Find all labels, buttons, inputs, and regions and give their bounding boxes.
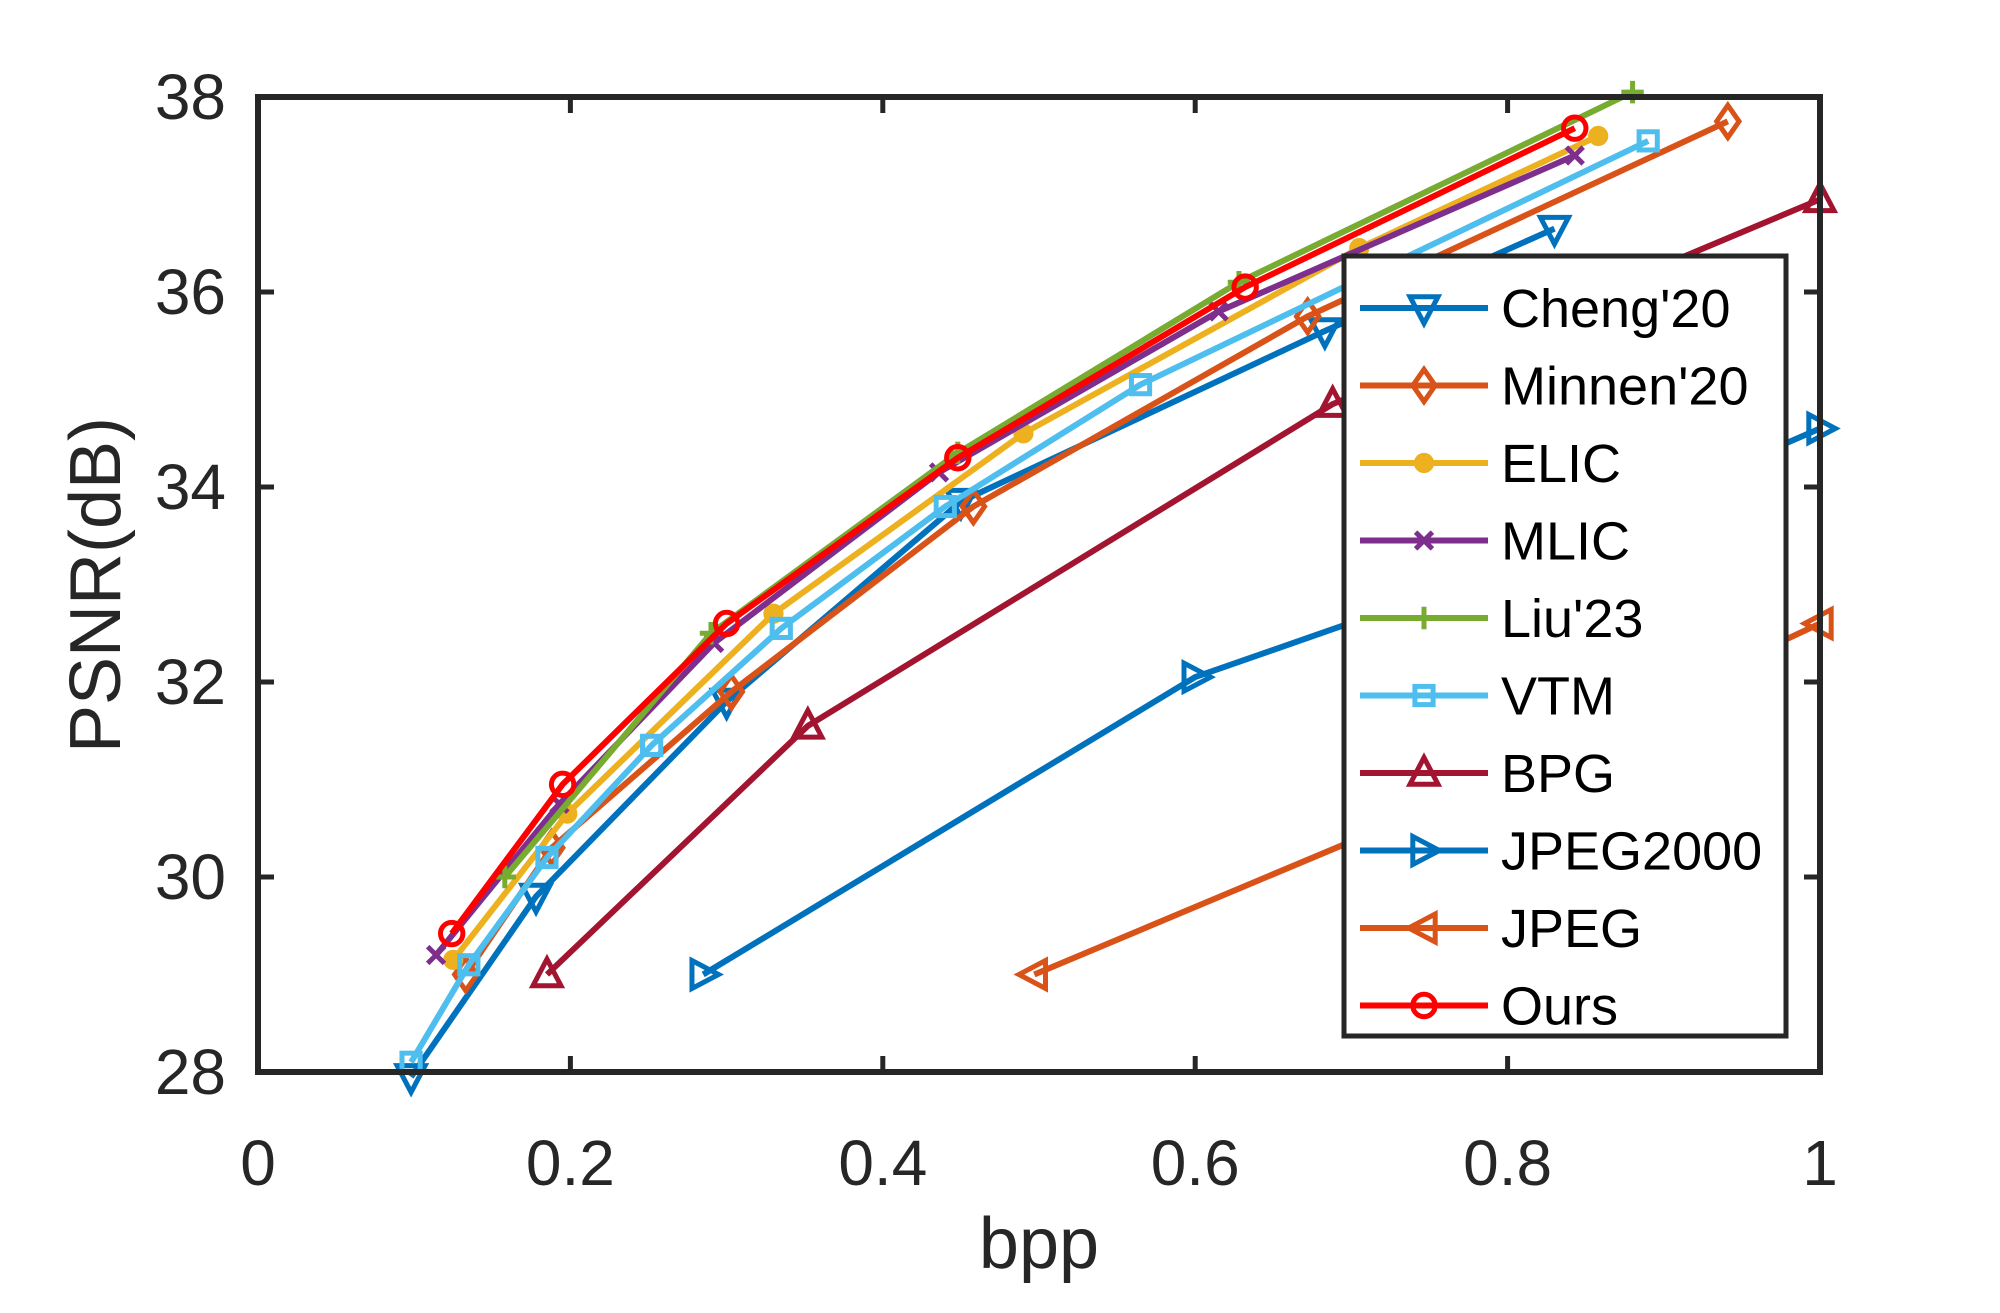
legend-item-elic: ELIC [1360,434,1621,494]
data-point-cheng-20 [1306,317,1343,352]
series-line-mlic [433,152,1577,957]
data-point-jpeg2000 [689,956,724,993]
data-point-vtm [640,733,664,757]
x-tick-label: 1 [1802,1127,1838,1199]
legend-marker-liu-23 [1412,606,1436,630]
data-point-bpg [1314,383,1351,418]
y-tick-label: 30 [155,841,226,913]
legend-label-jpeg2000: JPEG2000 [1501,822,1762,882]
x-tick-label: 0.2 [526,1127,615,1199]
legend-item-vtm: VTM [1360,667,1615,727]
legend-marker-elic [1413,452,1435,474]
y-tick-label: 34 [155,451,226,523]
legend-item-jpeg: JPEG [1360,899,1642,959]
data-point-cheng-20 [1536,214,1573,250]
data-point-mlic [1564,145,1585,166]
legend-marker-minnen-20 [1409,365,1439,406]
legend-label-mlic: MLIC [1501,512,1630,572]
legend-marker-mlic [1413,530,1435,551]
y-tick-label: 32 [155,646,226,718]
legend-marker-bpg [1405,752,1443,787]
series-line-vtm [408,138,1650,1064]
legend-item-liu-23: Liu'23 [1360,589,1643,649]
x-tick-label: 0 [240,1127,276,1199]
data-point-ours [437,919,466,948]
legend-item-jpeg2000: JPEG2000 [1360,822,1762,882]
legend-marker-vtm [1412,683,1436,708]
x-tick-label: 0.4 [838,1127,927,1199]
data-point-vtm [457,953,481,977]
legend-label-jpeg: JPEG [1501,899,1642,959]
legend-item-cheng-20: Cheng'20 [1360,279,1731,339]
y-axis-title: PSNR(dB) [56,417,136,753]
legend-label-cheng-20: Cheng'20 [1501,279,1731,339]
data-point-elic [1588,125,1609,147]
data-point-vtm [769,616,793,640]
data-point-vtm [1128,373,1153,397]
ticks-layer: 0 0.2 0.4 0.6 0.8 1 28 30 32 34 36 38 [155,61,1838,1199]
legend-label-bpg: BPG [1501,744,1615,804]
legend-item-mlic: MLIC [1360,512,1630,572]
y-tick-label: 36 [155,256,226,328]
data-point-jpeg [1013,956,1049,993]
y-tick-label: 28 [155,1036,226,1108]
legend-marker-jpeg2000 [1410,832,1445,869]
data-point-minnen-20 [1713,100,1743,142]
legend-marker-ours [1410,991,1438,1020]
data-point-vtm [535,845,559,870]
data-point-ours [712,609,741,638]
data-point-bpg [789,705,826,740]
series-vtm [399,129,1660,1074]
x-axis-title: bpp [979,1204,1099,1284]
legend-item-minnen-20: Minnen'20 [1360,357,1748,417]
legend-label-vtm: VTM [1501,667,1615,727]
legend-label-elic: ELIC [1501,434,1621,494]
legend-label-liu-23: Liu'23 [1501,589,1643,649]
data-point-ours [944,444,972,472]
data-point-bpg [528,953,566,989]
data-point-jpeg2000 [1181,658,1216,696]
series-ours [437,114,1589,948]
data-point-minnen-20 [959,486,988,527]
data-point-minnen-20 [717,671,746,713]
plot-frame [255,94,1823,1075]
legend-item-bpg: BPG [1360,744,1615,804]
data-point-cheng-20 [517,882,555,918]
data-point-vtm [1636,129,1660,153]
data-point-mlic [425,944,447,966]
x-tick-label: 0.6 [1151,1127,1240,1199]
legend-item-ours: Ours [1360,977,1618,1037]
legend-marker-jpeg [1403,909,1438,947]
legend-label-ours: Ours [1501,977,1618,1037]
legend: Cheng'20 Minnen'20 ELIC MLIC Liu'23 VTM BPG JPE… [1341,253,1789,1039]
y-tick-label: 38 [155,61,226,133]
legend-label-minnen-20: Minnen'20 [1501,357,1748,417]
x-tick-label: 0.8 [1463,1127,1552,1199]
data-point-ours [1231,273,1259,301]
data-point-ours [548,770,577,799]
legend-marker-cheng-20 [1405,294,1443,329]
data-point-ours [1561,114,1589,142]
series-line-ours [449,125,1577,936]
data-point-vtm [933,494,957,519]
data-point-cheng-20 [392,1063,430,1098]
